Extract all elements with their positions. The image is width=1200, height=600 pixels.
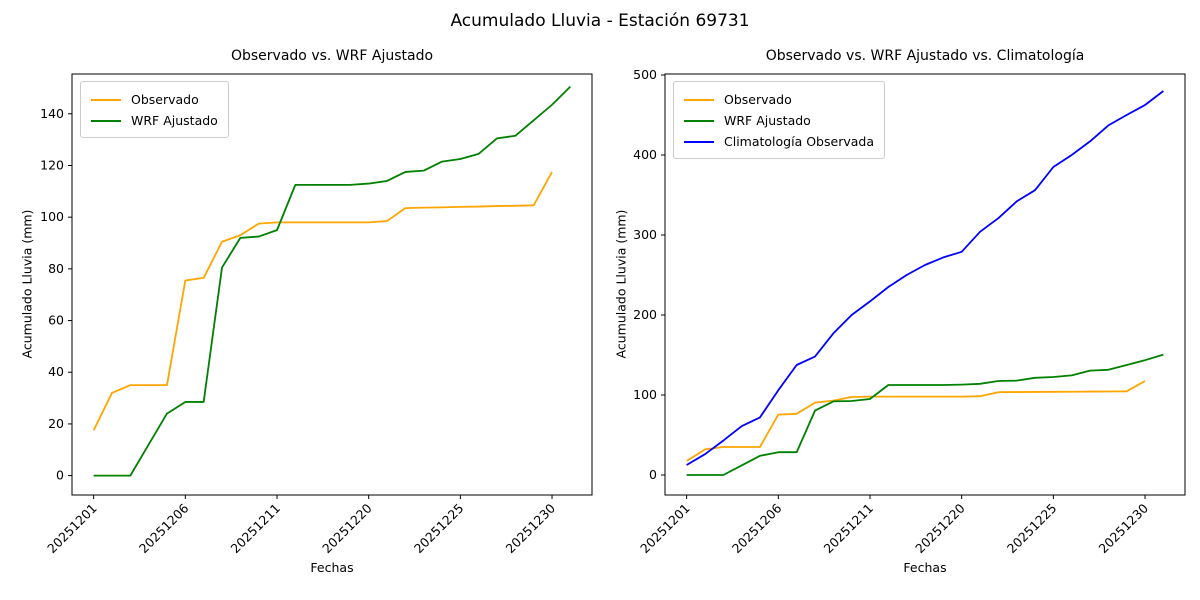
legend-label: Observado [131,92,199,107]
observado-line-swatch [91,98,121,101]
legend-label: WRF Ajustado [131,113,218,128]
left-chart-legend: Observado WRF Ajustado [80,81,229,138]
y-tick-label: 40 [48,364,64,379]
y-tick-label: 100 [633,387,657,402]
left-y-axis-label: Acumulado Lluvia (mm) [19,209,35,359]
y-tick-label: 400 [633,147,657,162]
left-chart-title: Observado vs. WRF Ajustado [230,48,434,64]
figure-title: Acumulado Lluvia - Estación 69731 [450,11,750,31]
right-chart-legend: Observado WRF Ajustado Climatología Obse… [673,81,885,159]
legend-item-wrf-ajustado: WRF Ajustado [91,110,218,131]
y-tick-label: 20 [48,416,64,431]
x-tick-label: 20251211 [228,501,284,557]
observado-line-swatch [684,98,714,101]
y-tick-label: 140 [40,106,64,121]
x-tick-label: 20251220 [912,500,968,556]
y-tick-label: 300 [633,227,657,242]
right-x-axis-label: Fechas [903,560,947,575]
y-tick-label: 120 [40,157,64,172]
series-line-climatolog-a-observada [686,90,1164,466]
y-tick-label: 100 [40,209,64,224]
legend-item-observado: Observado [91,89,218,110]
x-tick-label: 20251206 [136,500,192,556]
plot-frame [71,73,593,496]
x-tick-label: 20251230 [503,500,559,556]
legend-label: WRF Ajustado [724,113,811,128]
y-tick-label: 500 [633,67,657,82]
x-tick-label: 20251206 [729,500,785,556]
series-line-wrf-ajustado [686,353,1164,476]
x-tick-label: 20251201 [637,501,693,557]
right-y-axis-label: Acumulado Lluvia (mm) [613,209,629,359]
x-tick-label: 20251211 [821,501,877,557]
wrf-line-swatch [91,119,121,122]
series-line-wrf-ajustado [93,86,571,477]
y-tick-label: 0 [56,468,64,483]
right-chart-title: Observado vs. WRF Ajustado vs. Climatolo… [765,48,1085,64]
x-tick-label: 20251201 [44,501,100,557]
x-tick-label: 20251220 [319,500,375,556]
y-tick-label: 80 [48,261,64,276]
x-tick-label: 20251230 [1096,500,1152,556]
wrf-line-swatch [684,119,714,122]
legend-label: Observado [724,92,792,107]
series-line-observado [686,380,1146,462]
x-tick-label: 20251225 [411,501,467,557]
legend-label: Climatología Observada [724,134,874,149]
series-line-observado [92,171,553,431]
legend-item-observado: Observado [684,89,874,110]
left-x-axis-label: Fechas [310,560,354,575]
y-tick-label: 0 [649,467,657,482]
y-tick-label: 200 [633,307,657,322]
plot-frame [664,73,1186,496]
x-tick-label: 20251225 [1004,501,1060,557]
axes-left: 0 20 40 60 80 100 120 140 20251201 20251206 202512… [40,73,593,557]
climatologia-line-swatch [684,140,714,143]
legend-item-wrf-ajustado: WRF Ajustado [684,110,874,131]
y-tick-label: 60 [48,313,64,328]
legend-item-climatologia: Climatología Observada [684,131,874,152]
